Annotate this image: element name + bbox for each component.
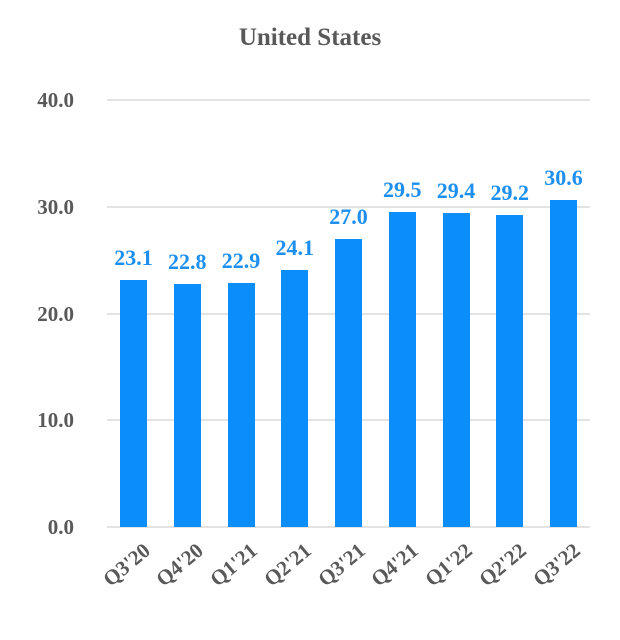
bar bbox=[388, 212, 416, 527]
data-label: 29.5 bbox=[383, 177, 422, 203]
gridline bbox=[107, 526, 590, 528]
gridline bbox=[107, 99, 590, 101]
x-axis-tick-label: Q1'22 bbox=[420, 538, 477, 592]
x-axis-tick-label: Q1'21 bbox=[205, 538, 262, 592]
x-axis-tick-label: Q3'20 bbox=[97, 538, 155, 592]
data-label: 24.1 bbox=[275, 234, 315, 260]
data-label: 29.2 bbox=[490, 180, 530, 206]
x-axis-tick-label: Q2'21 bbox=[258, 538, 316, 592]
data-label: 30.6 bbox=[544, 165, 583, 191]
bar bbox=[442, 213, 470, 527]
y-axis-tick-label: 0.0 bbox=[47, 515, 74, 539]
bar bbox=[227, 282, 255, 527]
bar bbox=[281, 269, 309, 527]
x-axis-tick-label: Q4'21 bbox=[366, 538, 424, 592]
bar bbox=[120, 280, 147, 527]
bar bbox=[550, 200, 577, 527]
gridline bbox=[107, 205, 590, 208]
x-axis-tick-label: Q4'20 bbox=[151, 538, 209, 592]
bar bbox=[496, 215, 524, 527]
x-axis-tick-label: Q2'22 bbox=[473, 538, 531, 592]
data-label: 22.9 bbox=[221, 247, 261, 273]
data-label: 27.0 bbox=[329, 203, 368, 229]
chart-title: United States bbox=[238, 24, 382, 51]
y-axis-tick-label: 40.0 bbox=[37, 88, 74, 112]
bar bbox=[173, 283, 201, 527]
y-axis-tick-label: 30.0 bbox=[37, 194, 74, 219]
x-axis-tick-label: Q3'21 bbox=[312, 538, 370, 592]
y-axis-tick-label: 20.0 bbox=[37, 301, 74, 326]
x-axis-tick-label: Q3'22 bbox=[527, 538, 585, 592]
data-label: 23.1 bbox=[114, 245, 153, 271]
data-label: 22.8 bbox=[168, 248, 207, 274]
bar bbox=[335, 238, 362, 527]
data-label: 29.4 bbox=[436, 178, 476, 204]
y-axis-tick-label: 10.0 bbox=[37, 408, 74, 433]
